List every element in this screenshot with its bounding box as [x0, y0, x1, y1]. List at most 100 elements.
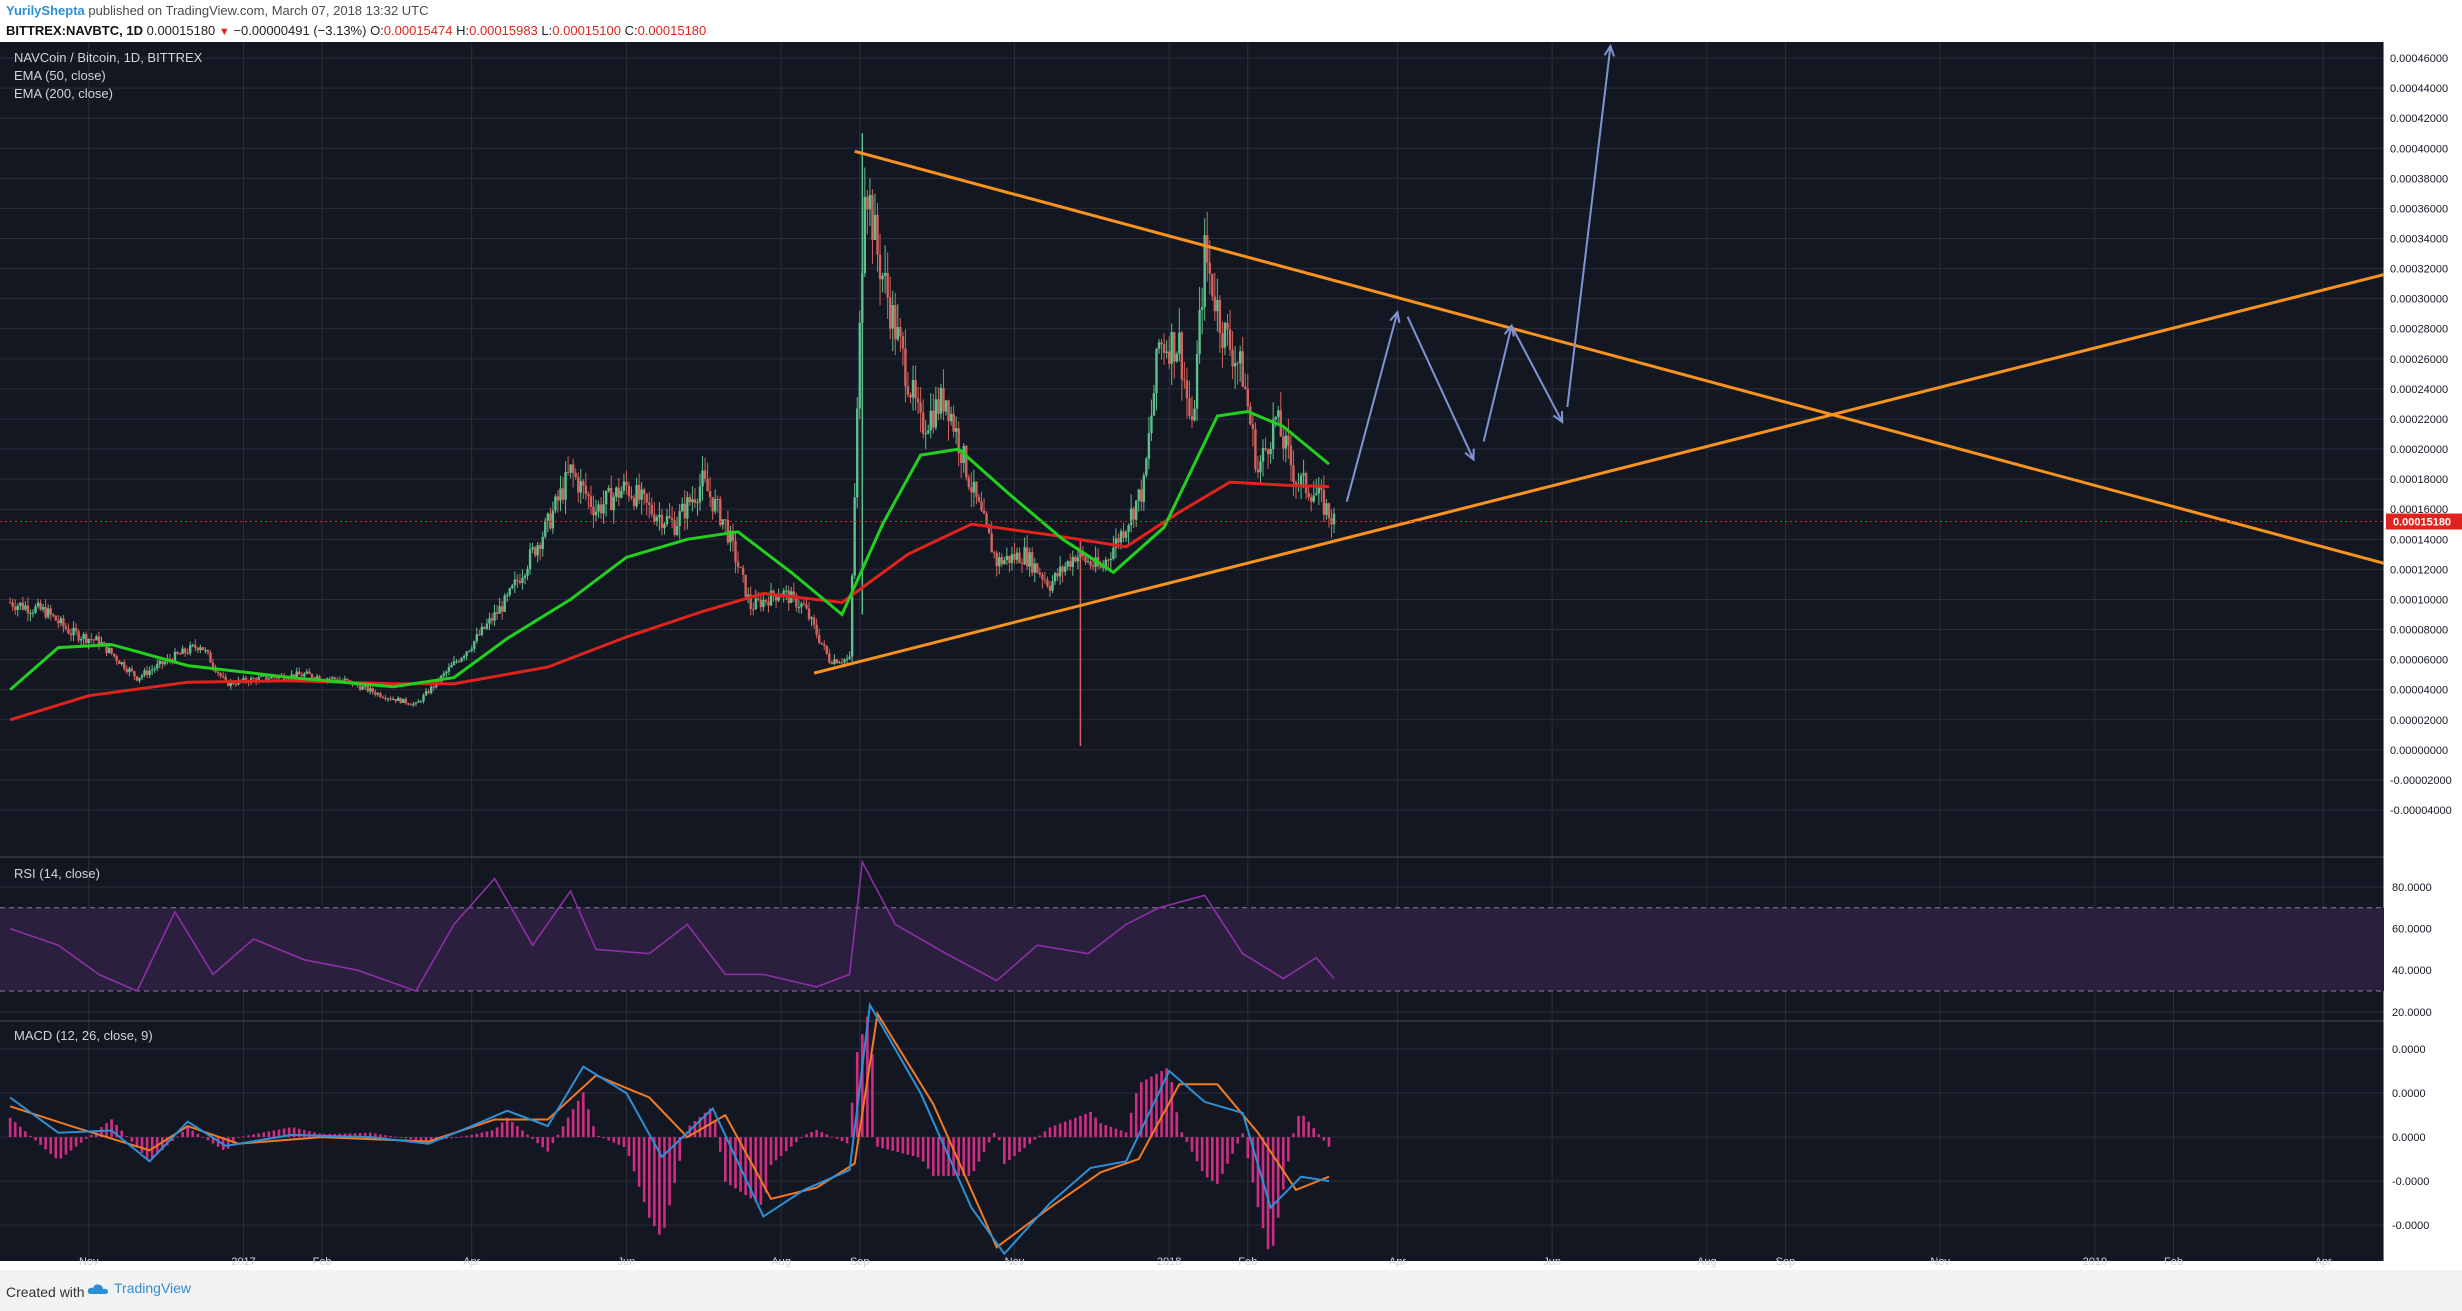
- candle-body: [1218, 300, 1222, 334]
- histogram-bar: [724, 1137, 727, 1182]
- candle-body: [881, 275, 884, 280]
- histogram-bar: [1058, 1123, 1062, 1138]
- histogram-bar: [470, 1134, 474, 1138]
- price-axis[interactable]: [2384, 42, 2462, 1270]
- chart-canvas[interactable]: 0.00046000 0.00044000 0.00042000 0.00040000…: [0, 42, 2462, 1270]
- candle-body: [92, 639, 96, 641]
- histogram-bar: [191, 1130, 195, 1138]
- candle-body: [906, 386, 910, 395]
- legend-rsi[interactable]: RSI (14, close): [14, 866, 100, 881]
- candle-body: [665, 516, 669, 525]
- histogram-bar: [394, 1136, 397, 1138]
- candle-body: [1107, 559, 1110, 561]
- tradingview-logo[interactable]: TradingView: [87, 1280, 191, 1296]
- price-axis-label: -0.00002000: [2390, 775, 2452, 787]
- rsi-band: [0, 907, 2384, 992]
- lower-trendline[interactable]: [813, 273, 2385, 675]
- candle-body: [1170, 332, 1173, 364]
- candle-body: [300, 674, 304, 677]
- candle-body: [1117, 538, 1120, 543]
- candle-body: [221, 675, 225, 678]
- histogram-bar: [551, 1137, 555, 1144]
- candle-body: [1190, 415, 1194, 421]
- candle-body: [878, 254, 882, 280]
- legend-ema50[interactable]: EMA (50, close): [14, 68, 106, 83]
- candle-body: [909, 394, 912, 398]
- price-axis-label: 0.00024000: [2390, 384, 2448, 396]
- histogram-bar: [800, 1137, 803, 1138]
- candle-body: [1254, 428, 1257, 470]
- time-axis-label: Nov: [79, 1256, 99, 1268]
- histogram-bar: [805, 1134, 808, 1138]
- histogram-bar: [789, 1137, 793, 1147]
- histogram-bar: [795, 1137, 798, 1143]
- candle-body: [1304, 473, 1308, 493]
- candle-body: [612, 496, 615, 511]
- candle-body: [615, 487, 618, 497]
- candle-body: [1282, 436, 1285, 449]
- candle-body: [714, 498, 717, 512]
- candle-body: [407, 703, 410, 705]
- candle-body: [533, 547, 537, 556]
- candle-body: [366, 685, 369, 692]
- histogram-bar: [79, 1137, 83, 1143]
- candle-body: [731, 530, 735, 541]
- candle-body: [850, 575, 854, 657]
- legend-ema200[interactable]: EMA (200, close): [14, 86, 113, 101]
- histogram-bar: [1236, 1137, 1239, 1144]
- histogram-bar: [368, 1132, 372, 1138]
- projection-arrow-line: [1406, 316, 1475, 460]
- candle-body: [140, 675, 144, 678]
- histogram-bar: [926, 1137, 930, 1169]
- histogram-bar: [815, 1129, 818, 1138]
- price-axis-label: 0.00028000: [2390, 324, 2448, 336]
- candle-body: [934, 399, 938, 428]
- candle-body: [414, 702, 418, 704]
- candle-body: [1244, 386, 1247, 389]
- arrowhead-icon: [1389, 309, 1401, 324]
- histogram-bar: [1129, 1112, 1133, 1138]
- time-axis-label: Aug: [771, 1256, 791, 1268]
- high-value: 0.00015983: [469, 23, 538, 38]
- histogram-bar: [526, 1134, 529, 1138]
- histogram-bar: [1018, 1137, 1021, 1152]
- histogram-bar: [1287, 1137, 1290, 1162]
- histogram-bar: [729, 1137, 732, 1186]
- candle-body: [1287, 435, 1290, 446]
- candle-body: [265, 675, 268, 680]
- histogram-bar: [232, 1137, 235, 1144]
- candle-body: [921, 412, 925, 434]
- histogram-bar: [49, 1137, 53, 1154]
- candle-body: [513, 579, 517, 586]
- histogram-bar: [632, 1137, 636, 1172]
- price-axis-label: 0.00018000: [2390, 474, 2448, 486]
- histogram-bar: [267, 1131, 271, 1138]
- histogram-bar: [379, 1134, 382, 1138]
- histogram-bar: [247, 1135, 250, 1138]
- candle-body: [267, 678, 271, 680]
- time-axis-label: Apr: [2315, 1256, 2332, 1268]
- author-link[interactable]: YurilyShepta: [6, 3, 85, 18]
- projection-arrow-line: [1345, 311, 1399, 502]
- candle-body: [219, 673, 222, 676]
- upper-trendline[interactable]: [854, 149, 2385, 565]
- candle-body: [1135, 500, 1138, 520]
- candle-body: [41, 607, 45, 610]
- candle-body: [587, 494, 590, 497]
- candle-body: [508, 588, 511, 596]
- candle-body: [1173, 332, 1176, 362]
- candle-body: [868, 194, 872, 210]
- candle-body: [944, 400, 948, 412]
- histogram-bar: [176, 1136, 179, 1138]
- histogram-bar: [906, 1137, 910, 1155]
- candle-body: [571, 464, 575, 474]
- candle-body: [835, 659, 839, 664]
- candle-body: [483, 626, 486, 629]
- histogram-bar: [901, 1137, 905, 1154]
- candle-body: [503, 595, 506, 612]
- candle-body: [706, 478, 709, 492]
- legend-macd[interactable]: MACD (12, 26, close, 9): [14, 1028, 153, 1043]
- candle-body: [21, 602, 25, 610]
- candle-body: [102, 642, 106, 644]
- projection-arrows[interactable]: [1345, 43, 1615, 502]
